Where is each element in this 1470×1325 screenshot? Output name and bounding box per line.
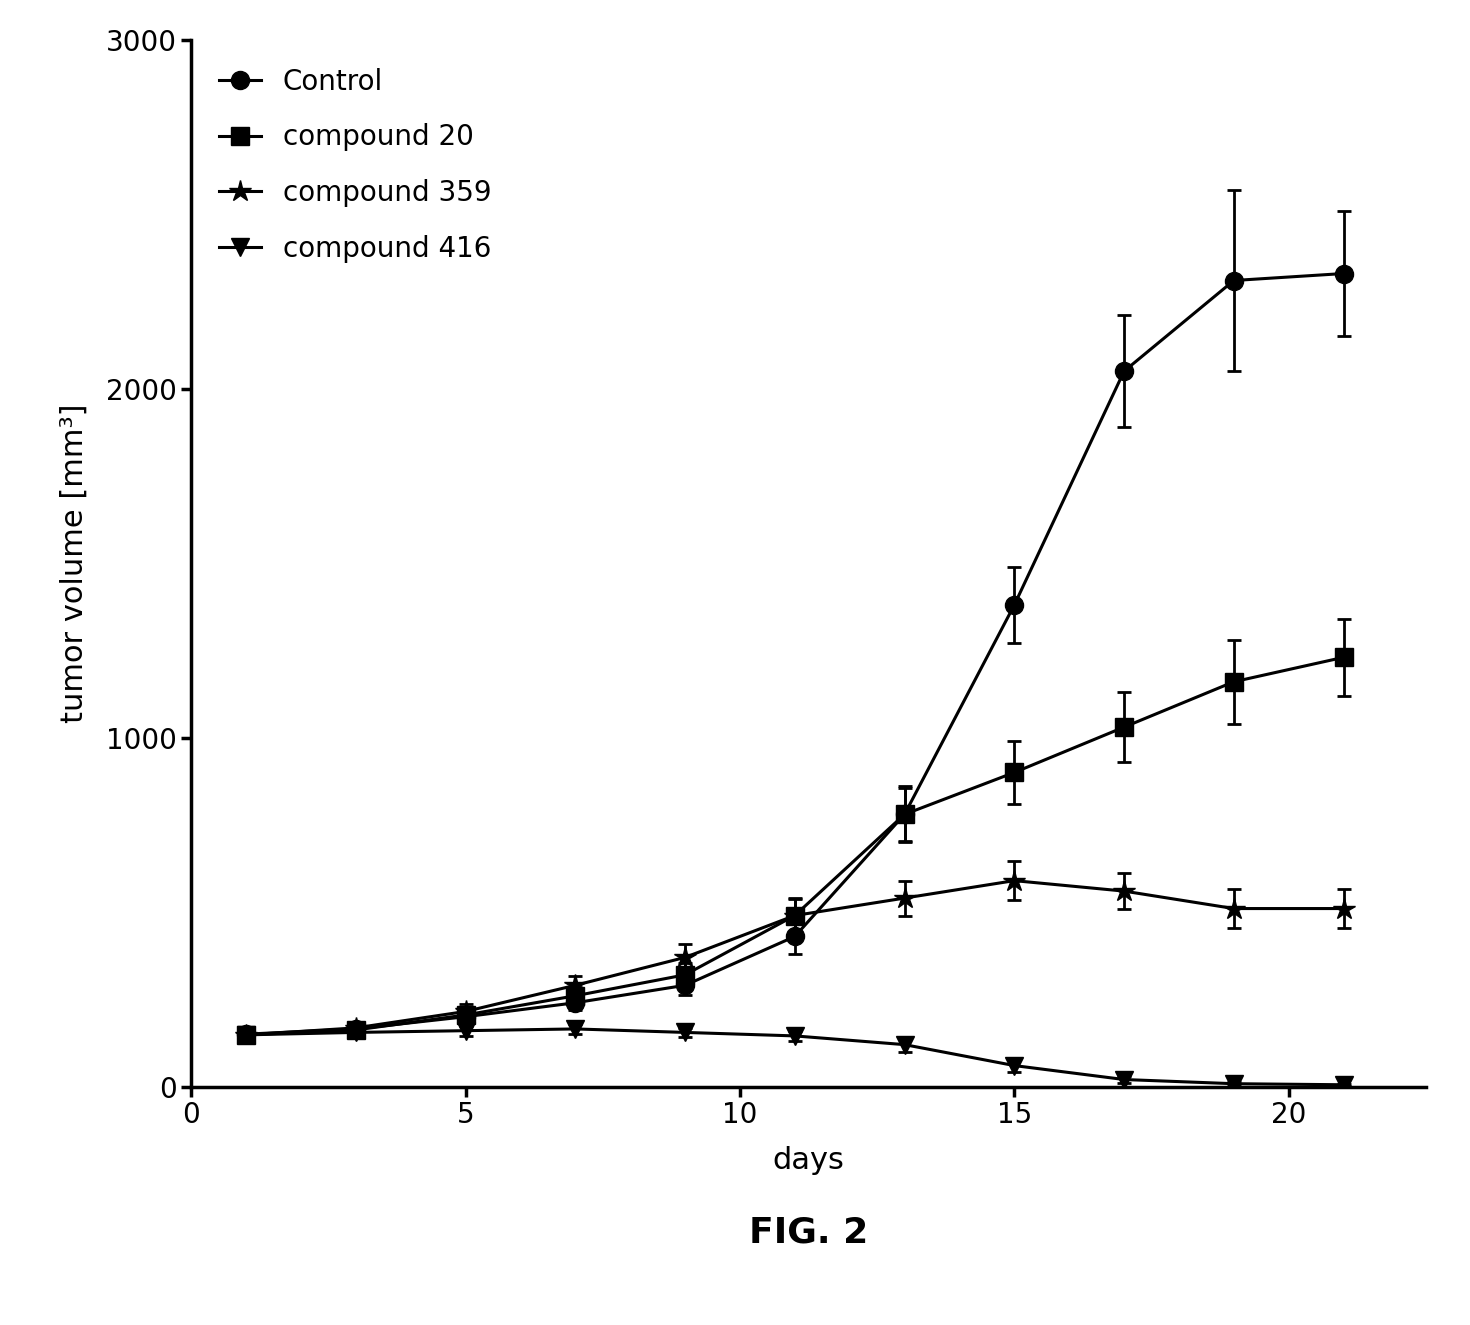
Y-axis label: tumor volume [mm³]: tumor volume [mm³]: [60, 403, 88, 723]
Text: FIG. 2: FIG. 2: [748, 1215, 869, 1249]
X-axis label: days: days: [773, 1146, 844, 1175]
Legend: Control, compound 20, compound 359, compound 416: Control, compound 20, compound 359, comp…: [204, 53, 506, 277]
